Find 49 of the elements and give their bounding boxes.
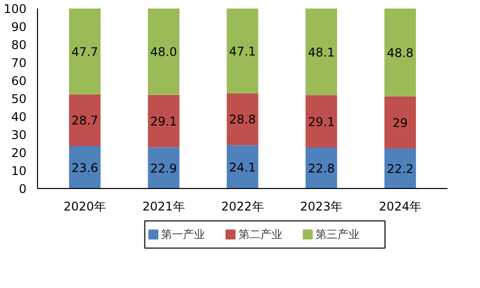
y-tick-label: 60 [11, 74, 27, 88]
legend-label: 第二产业 [238, 228, 282, 241]
bar [226, 8, 258, 94]
data-label: 29 [392, 116, 408, 130]
data-label: 29.1 [150, 114, 178, 129]
x-tick-label: 2021年 [142, 200, 185, 214]
bar [384, 148, 416, 188]
y-tick-label: 80 [11, 38, 27, 52]
data-label: 28.7 [71, 114, 98, 128]
bar [148, 8, 180, 95]
x-tick-label: 2024年 [378, 200, 422, 214]
data-label: 48.0 [150, 45, 178, 60]
data-label: 22.9 [150, 161, 178, 176]
y-tick-label: 90 [11, 20, 27, 34]
y-tick-label: 40 [11, 110, 27, 124]
data-label: 48.1 [308, 45, 335, 60]
x-tick-label: 2023年 [300, 200, 343, 214]
data-label: 47.7 [71, 44, 98, 59]
y-tick-label: 50 [11, 92, 27, 106]
bar [226, 145, 258, 188]
data-label: 29.1 [308, 114, 335, 129]
legend-label: 第一产业 [161, 228, 206, 241]
y-tick-label: 0 [18, 182, 27, 196]
bar [69, 8, 101, 94]
bar [384, 8, 416, 96]
bar [226, 93, 258, 146]
bar [69, 146, 101, 188]
legend-label: 第三产业 [315, 228, 360, 241]
bar [148, 147, 180, 188]
x-tick-label: 2020年 [64, 200, 106, 214]
data-label: 22.2 [386, 162, 414, 176]
data-label: 28.8 [229, 112, 256, 127]
y-tick-label: 70 [11, 56, 27, 70]
data-label: 48.8 [386, 46, 414, 60]
bar [148, 94, 180, 148]
y-tick-label: 10 [11, 164, 27, 178]
y-tick-label: 30 [11, 128, 27, 142]
bar [306, 95, 338, 148]
data-label: 24.1 [229, 160, 256, 174]
bar [306, 8, 338, 96]
bar [69, 94, 101, 146]
data-label: 23.6 [71, 160, 98, 175]
x-tick-label: 2022年 [221, 200, 264, 214]
data-label: 22.8 [308, 161, 335, 176]
bar [384, 96, 416, 149]
data-label: 47.1 [229, 44, 256, 58]
y-tick-label: 100 [4, 2, 26, 16]
bar [306, 147, 338, 188]
y-tick-label: 20 [11, 146, 27, 160]
